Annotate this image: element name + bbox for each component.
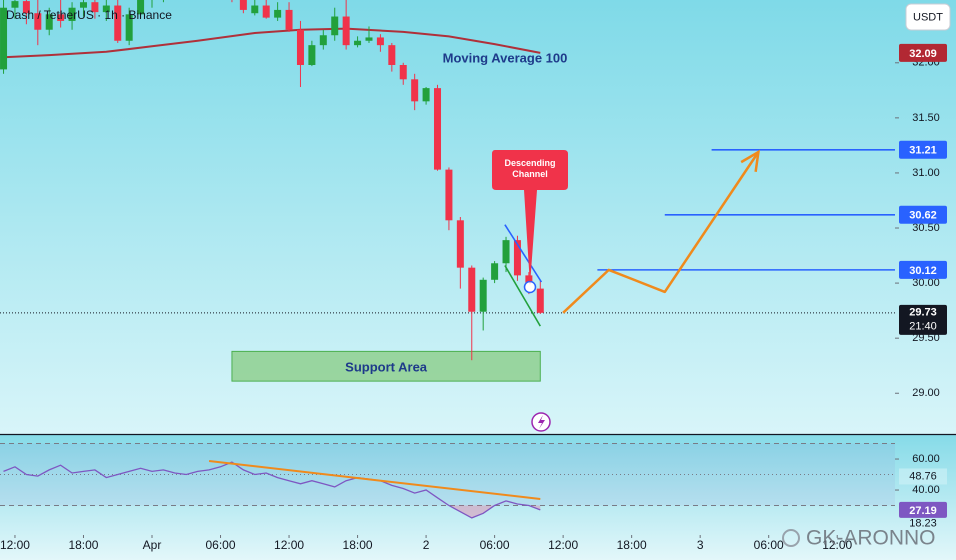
candle-body xyxy=(536,288,544,313)
candle-body xyxy=(502,240,510,264)
candle-body xyxy=(388,45,396,65)
rsi-trendline xyxy=(208,460,541,500)
x-tick-label: 12:00 xyxy=(0,538,30,552)
candle-body xyxy=(479,279,487,312)
candle-body xyxy=(296,29,304,65)
candle-body xyxy=(342,16,350,46)
candle-body xyxy=(57,14,65,21)
candle-body xyxy=(125,14,133,41)
x-tick-label: 06:00 xyxy=(480,538,510,552)
candle-body xyxy=(365,37,373,41)
rsi-pane xyxy=(0,435,956,560)
watermark: GK-ARONNO xyxy=(806,527,936,550)
x-tick-label: 06:00 xyxy=(754,538,784,552)
x-tick-label: 18:00 xyxy=(68,538,98,552)
candle-body xyxy=(376,37,384,46)
y-tick-label: 31.00 xyxy=(912,167,940,179)
x-tick-label: 12:00 xyxy=(822,538,852,552)
candle-body xyxy=(331,16,339,36)
currency: USDT xyxy=(913,11,943,23)
x-tick-label: 3 xyxy=(697,538,704,552)
candle-body xyxy=(114,5,122,41)
level-label-box xyxy=(899,260,947,279)
x-tick-label: Apr xyxy=(143,538,162,552)
watermark-icon xyxy=(782,529,800,547)
candle-body xyxy=(45,14,53,30)
candle-body xyxy=(399,64,407,80)
rsi-last-label: 27.19 xyxy=(909,505,937,517)
moving-average xyxy=(3,27,541,59)
candle-body xyxy=(11,1,19,8)
x-tick-label: 18:00 xyxy=(343,538,373,552)
candle-body xyxy=(137,0,145,15)
x-tick-label: 06:00 xyxy=(206,538,236,552)
candle-body xyxy=(456,220,464,268)
candle-body xyxy=(22,1,30,14)
rsi-last-box xyxy=(899,501,947,518)
x-tick-label: 2 xyxy=(423,538,430,552)
candle-body xyxy=(319,35,327,46)
y-tick-label: 31.50 xyxy=(912,112,940,124)
rsi-line xyxy=(3,461,541,519)
ma-value-label: 32.09 xyxy=(909,48,937,60)
y-tick-label: 29.00 xyxy=(912,387,940,399)
currency-button[interactable] xyxy=(905,3,951,31)
candle-body xyxy=(0,7,8,70)
candle-body xyxy=(445,169,453,221)
level-label: 31.21 xyxy=(909,145,937,157)
level-label: 30.62 xyxy=(909,210,937,222)
candle-body xyxy=(468,267,476,312)
candle-body xyxy=(262,5,270,18)
last-price-box xyxy=(899,304,947,335)
candle-body xyxy=(79,2,87,8)
level-label: 30.12 xyxy=(909,265,937,277)
level-label-box xyxy=(899,140,947,159)
lightning-glyph xyxy=(538,415,545,429)
x-tick-label: 12:00 xyxy=(548,538,578,552)
y-tick-label: 30.00 xyxy=(912,277,940,289)
rsi-band xyxy=(0,443,895,506)
chart-title: Dash / TetherUS · 1h · Binance xyxy=(6,8,172,22)
candle-body xyxy=(411,79,419,102)
x-tick-label: 18:00 xyxy=(617,538,647,552)
candle-body xyxy=(308,45,316,65)
candle-body xyxy=(285,9,293,30)
level-label-box xyxy=(899,205,947,224)
moving-average-label: Moving Average 100 xyxy=(443,50,568,65)
candle-body xyxy=(513,240,521,276)
x-tick-label: 12:00 xyxy=(274,538,304,552)
y-tick-label: 29.50 xyxy=(912,332,940,344)
candle-body xyxy=(68,7,76,21)
support-label: Support Area xyxy=(345,360,428,375)
candle-body xyxy=(274,9,282,18)
rsi-ma-label: 48.76 xyxy=(909,470,937,482)
rsi-ma-box xyxy=(899,468,947,485)
support-area xyxy=(231,350,541,382)
channel-upper xyxy=(504,224,543,283)
ma-value-box xyxy=(899,43,947,62)
projection-arrowhead xyxy=(740,149,761,172)
channel-label-text: Descending Channel xyxy=(504,158,555,179)
candle-body xyxy=(491,263,499,280)
channel-callout xyxy=(492,150,568,285)
y-tick-label: 30.50 xyxy=(912,222,940,234)
rsi-low-label: 18.23 xyxy=(909,518,937,530)
rsi-tick-label: 40.00 xyxy=(912,484,940,496)
candle-body xyxy=(434,88,442,170)
candle-body xyxy=(251,5,259,14)
rsi-oversold-fill xyxy=(3,505,541,518)
candle-body xyxy=(91,2,99,13)
candle-body xyxy=(34,13,42,30)
channel-lower xyxy=(504,265,541,327)
rsi-tick-label: 60.00 xyxy=(912,453,940,465)
candle-body xyxy=(354,40,362,46)
last-time-label: 21:40 xyxy=(909,321,937,333)
projection xyxy=(562,151,760,314)
last-price-label: 29.73 xyxy=(909,307,937,319)
candle-body xyxy=(102,5,110,13)
candle-body xyxy=(422,88,430,102)
candle-body xyxy=(239,0,247,10)
